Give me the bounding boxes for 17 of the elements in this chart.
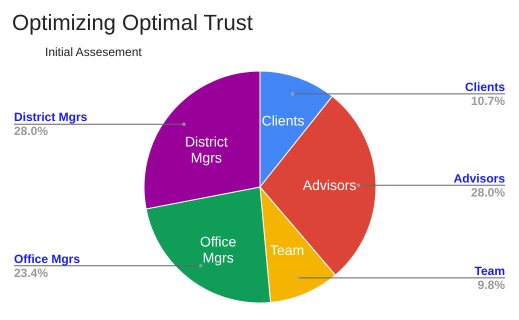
slice-label: Team <box>270 242 304 258</box>
slice-label: Office Mgrs <box>200 234 237 266</box>
data-label: 23.4% <box>14 266 48 280</box>
slice-label: Advisors <box>454 171 506 186</box>
slice-label: Office Mgrs <box>14 252 80 266</box>
chart-subtitle: Initial Assesement <box>45 45 142 59</box>
slice-label: Advisors <box>302 176 356 193</box>
slice-label: Clients <box>262 112 304 128</box>
data-label: 28.0% <box>470 185 506 200</box>
slice-label: Clients <box>464 80 506 94</box>
slice-label: Team <box>474 264 505 278</box>
slice-label: District Mgrs <box>184 134 228 166</box>
slice-label: District Mgrs <box>14 110 88 124</box>
data-label: 10.7% <box>470 94 506 108</box>
chart-title: Optimizing Optimal Trust <box>12 10 253 35</box>
data-label: 9.8% <box>478 278 506 292</box>
data-label: 28.0% <box>14 124 48 138</box>
